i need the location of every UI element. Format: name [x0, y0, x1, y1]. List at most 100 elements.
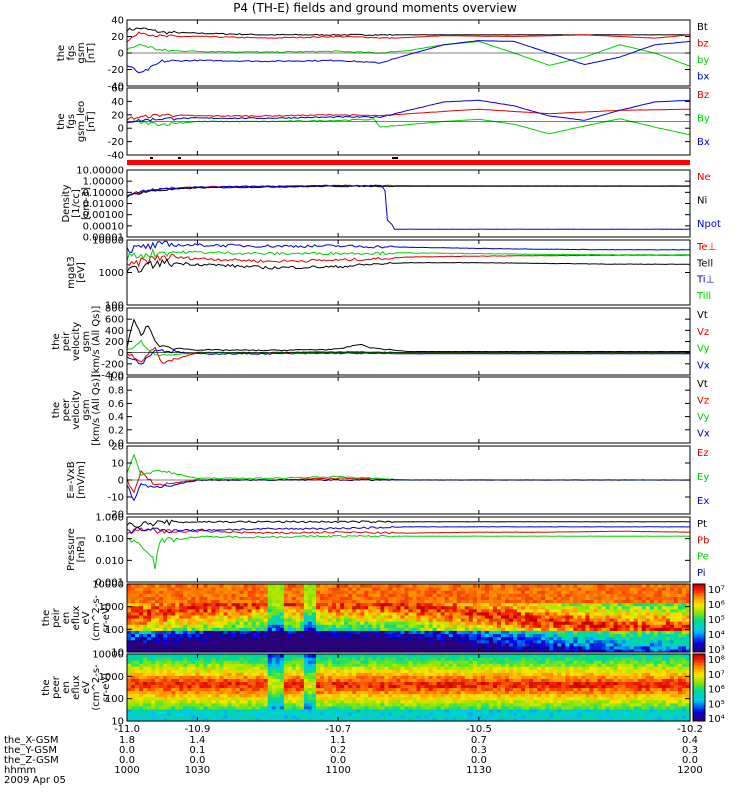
heatmap-cell — [195, 678, 200, 683]
heatmap-cell — [223, 693, 229, 698]
heatmap-cell — [235, 639, 241, 644]
heatmap-cell — [537, 605, 542, 610]
heatmap-cell — [299, 672, 305, 676]
heatmap-cell — [513, 642, 518, 647]
heatmap-cell — [203, 690, 209, 695]
heatmap-cell — [211, 636, 217, 641]
heatmap-cell — [569, 639, 574, 644]
heatmap-cell — [311, 587, 317, 591]
heatmap-cell — [231, 711, 237, 716]
heatmap-cell — [561, 636, 566, 641]
heatmap-cell — [388, 605, 394, 610]
heatmap-cell — [336, 699, 341, 704]
heatmap-cell — [597, 584, 603, 588]
heatmap-cell — [356, 681, 361, 686]
series-line-p8-pi — [126, 525, 691, 534]
heatmap-cell — [191, 681, 196, 686]
y-tick-label: 100 — [105, 301, 124, 312]
heatmap-cell — [396, 624, 402, 628]
heatmap-cell — [360, 636, 365, 641]
heatmap-cell — [203, 663, 209, 667]
legend-entry: by — [697, 55, 709, 66]
heatmap-cell — [340, 608, 345, 613]
heatmap-cell — [291, 687, 297, 692]
heatmap-cell — [227, 669, 233, 673]
heatmap-cell — [267, 614, 273, 619]
heatmap-cell — [195, 593, 200, 597]
heatmap-cell — [143, 690, 148, 695]
heatmap-cell — [179, 633, 184, 638]
heatmap-cell — [509, 605, 514, 610]
heatmap-cell — [275, 687, 281, 692]
heatmap-cell — [496, 633, 502, 638]
heatmap-cell — [545, 599, 550, 604]
heatmap-cell — [307, 696, 313, 701]
heatmap-cell — [163, 633, 168, 638]
heatmap-cell — [360, 654, 365, 658]
heatmap-cell — [215, 614, 221, 619]
heatmap-cell — [219, 627, 225, 631]
heatmap-cell — [199, 696, 205, 701]
heatmap-cell — [259, 621, 265, 625]
heatmap-cell — [283, 624, 289, 628]
heatmap-cell — [251, 648, 257, 653]
panel-p9: 10⁷10⁶10⁵10⁴10³10000100010010thepeirenef… — [41, 580, 725, 659]
heatmap-cell — [179, 675, 184, 679]
heatmap-cell — [263, 681, 269, 686]
heatmap-cell — [629, 608, 635, 613]
heatmap-cell — [681, 630, 687, 635]
heatmap-cell — [235, 636, 241, 641]
heatmap-cell — [661, 584, 667, 588]
heatmap-cell — [239, 693, 245, 698]
heatmap-cell — [613, 614, 619, 619]
heatmap-cell — [159, 708, 164, 713]
heatmap-cell — [416, 608, 422, 613]
heatmap-cell — [392, 611, 398, 616]
heatmap-cell — [496, 636, 502, 641]
heatmap-cell — [271, 636, 277, 641]
heatmap-cell — [239, 587, 245, 591]
heatmap-cell — [195, 605, 200, 610]
heatmap-cell — [147, 699, 152, 704]
heatmap-cell — [287, 687, 293, 692]
heatmap-cell — [609, 587, 615, 591]
heatmap-cell — [316, 660, 321, 664]
heatmap-cell — [332, 636, 337, 641]
heatmap-cell — [348, 687, 353, 692]
heatmap-cell — [380, 605, 385, 610]
heatmap-cell — [291, 618, 297, 622]
heatmap-cell — [368, 663, 373, 667]
heatmap-cell — [388, 678, 394, 683]
heatmap-cell — [533, 596, 538, 601]
heatmap-cell — [131, 636, 136, 641]
heatmap-cell — [388, 584, 394, 588]
heatmap-cell — [400, 630, 406, 635]
heatmap-cell — [147, 648, 152, 653]
heatmap-cell — [657, 636, 663, 641]
heatmap-cell — [283, 672, 289, 676]
heatmap-cell — [661, 593, 667, 597]
heatmap-cell — [448, 608, 454, 613]
y-axis-label-line: sr-eV) — [101, 603, 112, 632]
heatmap-cell — [175, 705, 180, 710]
heatmap-cell — [585, 642, 591, 647]
heatmap-cell — [412, 587, 418, 591]
heatmap-cell — [645, 633, 651, 638]
heatmap-cell — [376, 657, 381, 661]
heatmap-cell — [139, 660, 144, 664]
heatmap-cell — [424, 627, 430, 631]
heatmap-cell — [525, 602, 530, 607]
heatmap-cell — [561, 584, 566, 588]
heatmap-cell — [320, 648, 325, 653]
heatmap-cell — [283, 608, 289, 613]
heatmap-cell — [340, 675, 345, 679]
heatmap-cell — [685, 593, 691, 597]
y-tick-label: 0.10000 — [83, 188, 124, 199]
heatmap-cell — [235, 669, 241, 673]
heatmap-cell — [295, 618, 301, 622]
heatmap-cell — [372, 587, 377, 591]
heatmap-cell — [380, 608, 385, 613]
heatmap-cell — [505, 602, 510, 607]
heatmap-cell — [492, 618, 498, 622]
heatmap-cell — [263, 633, 269, 638]
